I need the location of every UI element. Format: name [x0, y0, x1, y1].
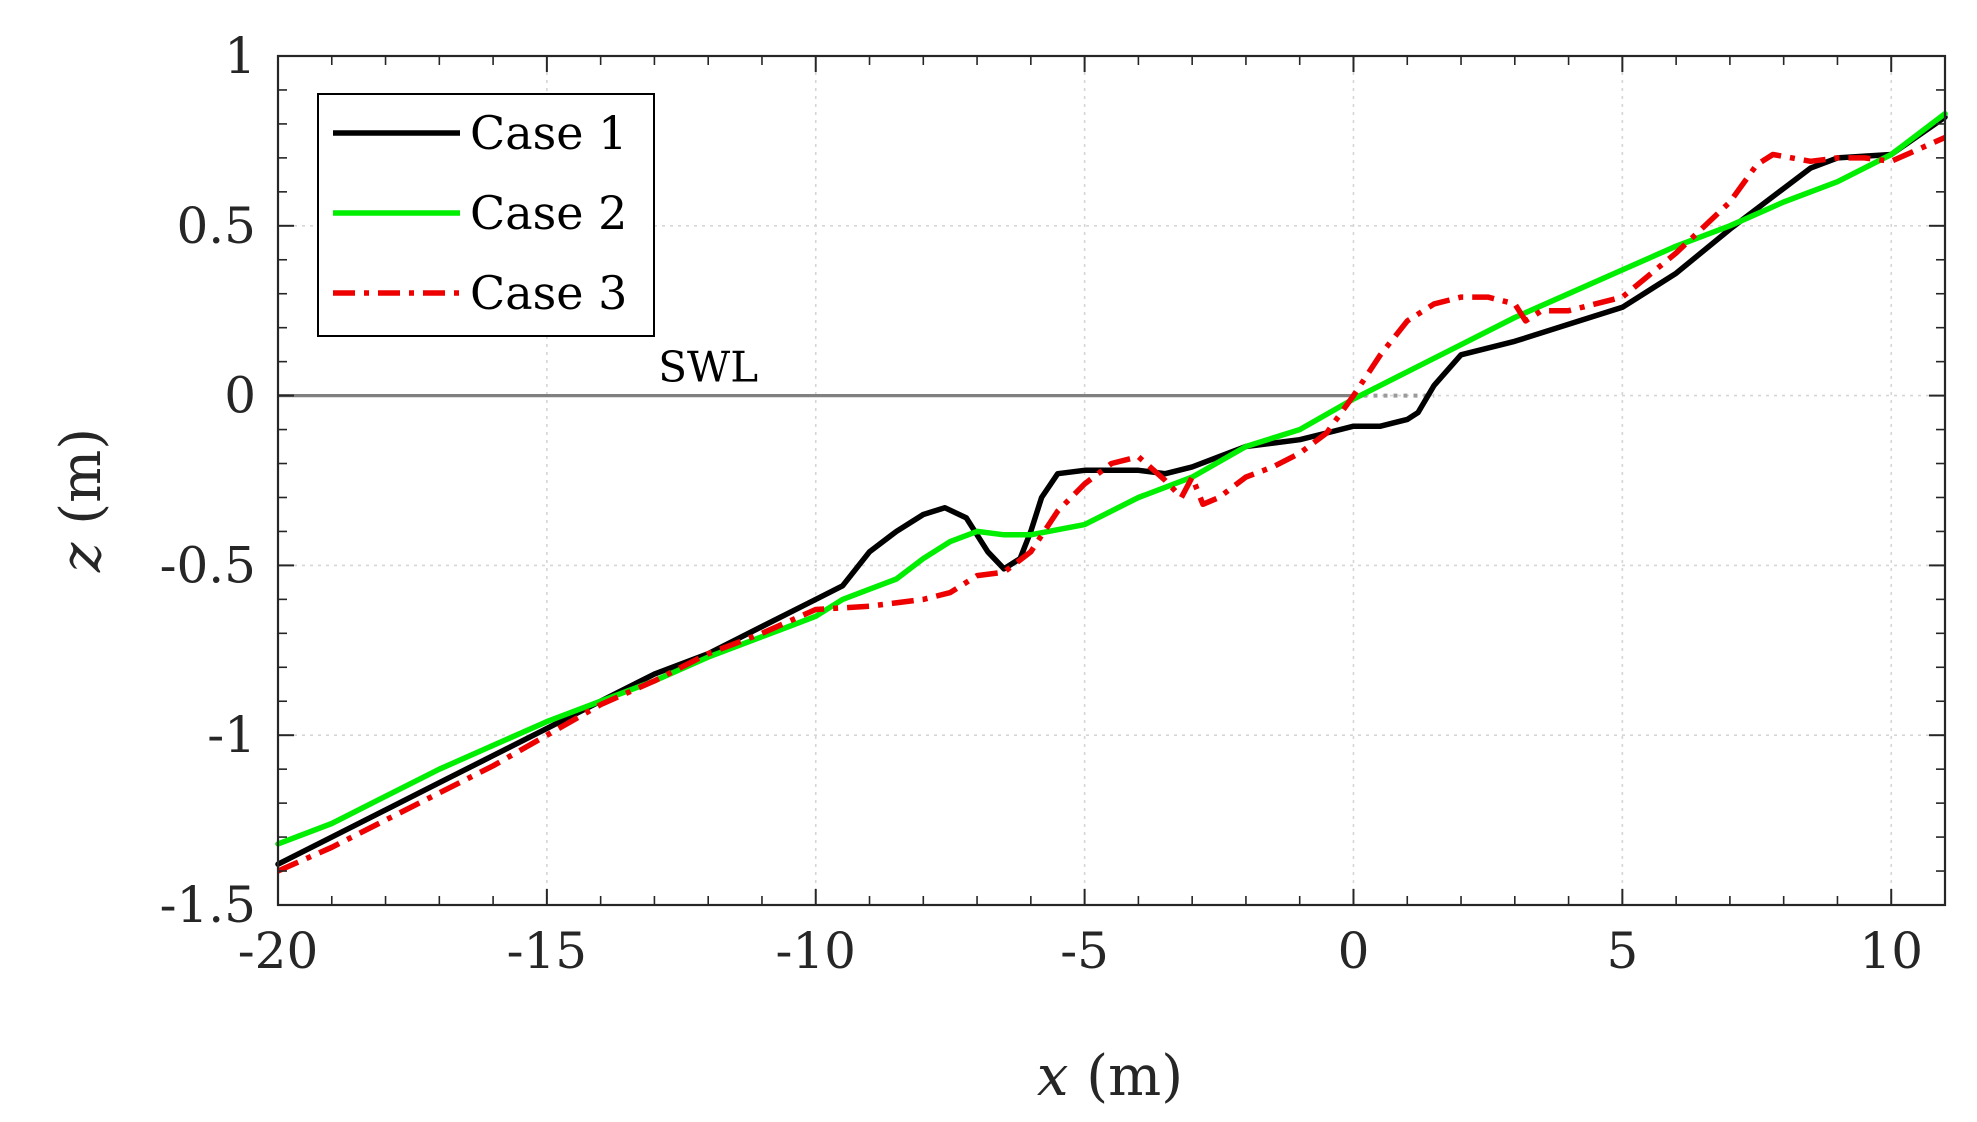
x-tick-label: 10: [1859, 922, 1923, 980]
y-axis-label-var: z: [49, 542, 114, 573]
x-tick-label: -20: [238, 922, 319, 980]
y-tick-label: -1.5: [160, 876, 256, 934]
series-line-case-3: [276, 134, 1947, 874]
y-tick-label: -0.5: [160, 536, 256, 594]
y-tick-label: 1: [224, 27, 256, 85]
y-axis-label: z (m): [49, 428, 114, 573]
y-axis-label-unit: (m): [49, 428, 114, 543]
legend-label-case-1: Case 1: [470, 106, 627, 160]
tick-layer: -20 -15 -10 -5 0 5 10 1 0.5 0 -0.5 -1 -1.5: [160, 27, 1946, 980]
x-axis-label: x (m): [1037, 1044, 1183, 1109]
y-tick-label: 0.5: [176, 197, 256, 255]
x-tick-label: -10: [775, 922, 856, 980]
x-tick-label: -5: [1060, 922, 1109, 980]
plot-frame: [276, 54, 1947, 907]
x-axis-label-unit: (m): [1068, 1044, 1183, 1109]
x-tick-label: 0: [1338, 922, 1370, 980]
series-line-case-2: [275, 110, 1948, 847]
y-tick-label: 0: [224, 367, 256, 425]
x-tick-label: -15: [507, 922, 588, 980]
legend-label-case-3: Case 3: [470, 266, 627, 320]
y-tick-label: -1: [207, 706, 256, 764]
x-tick-label: 5: [1606, 922, 1638, 980]
x-axis-label-var: x: [1037, 1044, 1069, 1109]
annotation-layer: SWL: [658, 342, 758, 391]
series-layer: [275, 110, 1948, 874]
annotation-swl: SWL: [658, 342, 758, 391]
legend: Case 1 Case 2 Case 3: [317, 93, 655, 337]
legend-label-case-2: Case 2: [470, 186, 627, 240]
